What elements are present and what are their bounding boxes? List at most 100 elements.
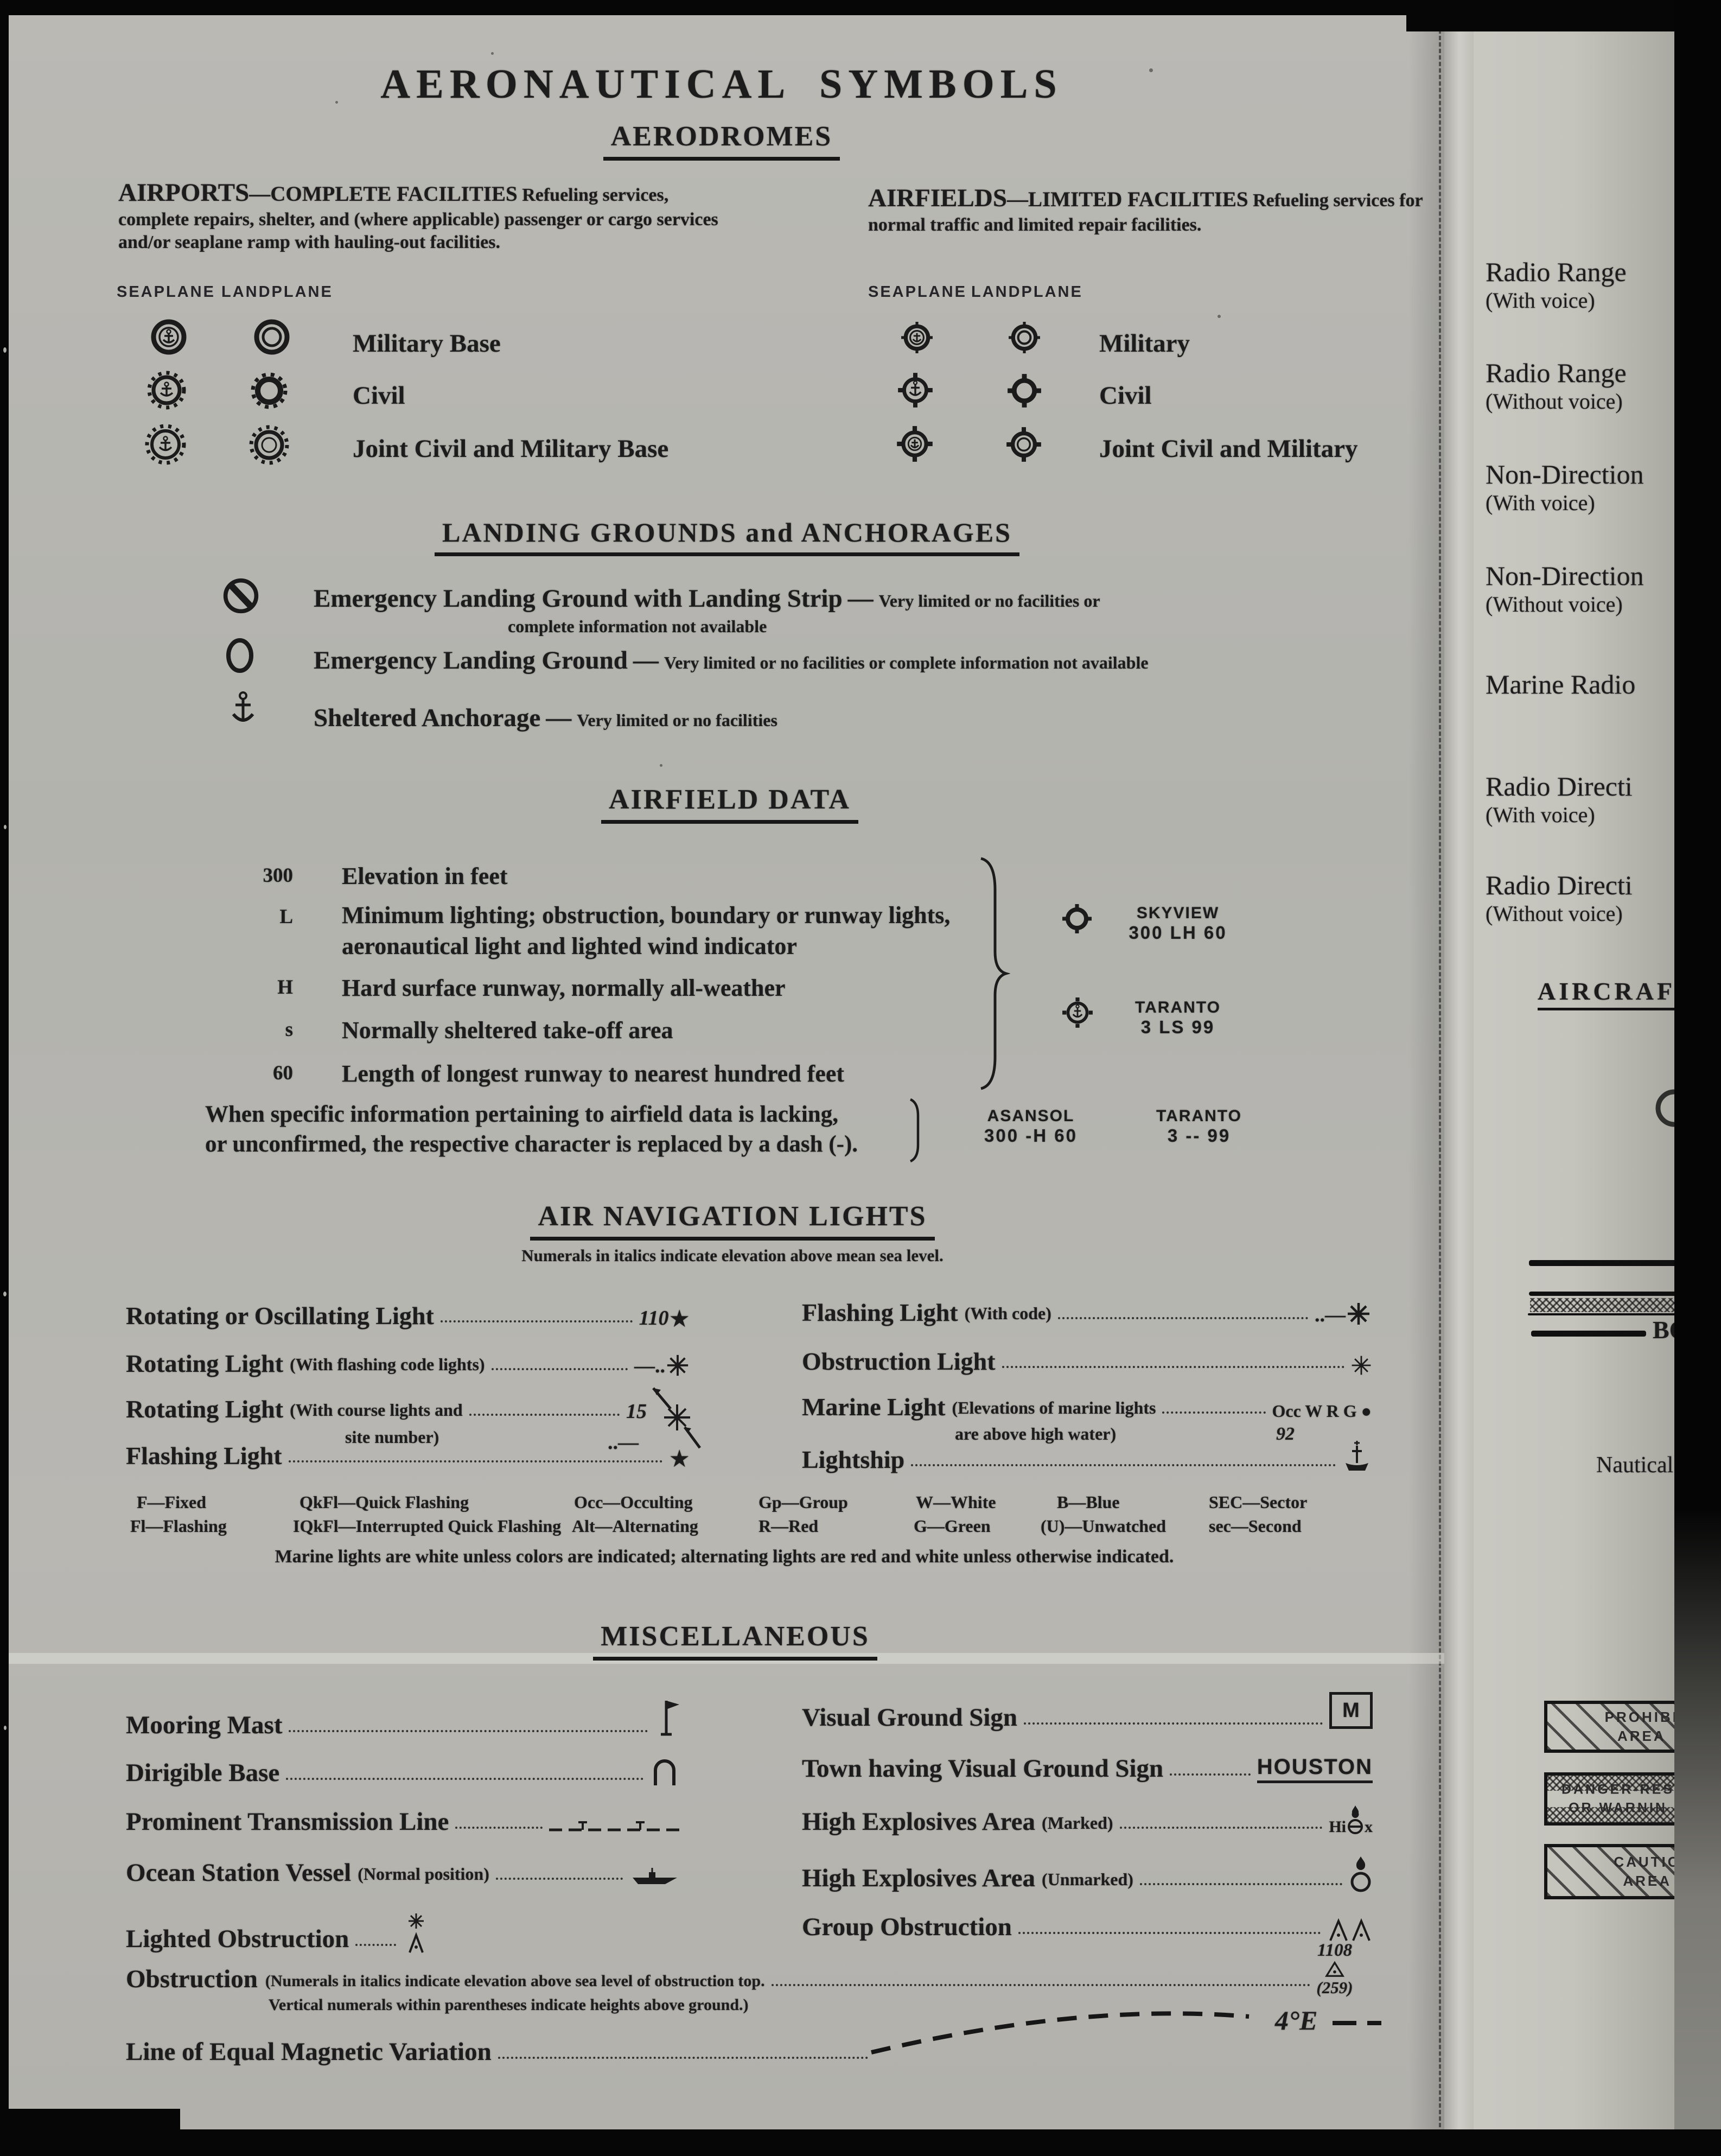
af-text: Length of longest runway to nearest hund… xyxy=(342,1060,845,1087)
misc-row: Group Obstruction xyxy=(802,1912,1373,1942)
nav-row: Rotating or Oscillating Light 110 ★ xyxy=(126,1301,690,1333)
hiox-suffix: x xyxy=(1365,1818,1373,1836)
dotted-leader xyxy=(495,1878,623,1880)
margin-item: Non-Direction (Without voice) xyxy=(1486,560,1644,617)
misc-row: Lighted Obstruction xyxy=(126,1912,430,1954)
dotted-leader xyxy=(289,1730,648,1732)
margin-item: Radio Range (With voice) xyxy=(1486,256,1627,313)
mooring-mast-icon xyxy=(654,1697,679,1740)
airfields-caps: —LIMITED FACILITIES xyxy=(1006,188,1248,211)
margin-sublabel: (Without voice) xyxy=(1486,592,1623,616)
margin-sublabel: (With voice) xyxy=(1486,491,1595,515)
group-obstruction-icon xyxy=(1327,1917,1373,1942)
nav-row: Obstruction Light xyxy=(802,1347,1372,1376)
nav-row: Lightship xyxy=(802,1440,1372,1474)
hatch-band-bottom xyxy=(1547,1807,1683,1822)
skyview-example: SKYVIEW 300 LH 60 xyxy=(1110,904,1246,943)
taranto-symbol-icon xyxy=(1061,996,1094,1029)
area-label-line2: AREA xyxy=(1623,1873,1672,1889)
marine-light-code: Occ W R G ● xyxy=(1272,1401,1372,1421)
obstruction-triangle-icon xyxy=(1299,1961,1370,1978)
row-paren: (Unmarked) xyxy=(1042,1869,1133,1889)
military-base-landplane-icon xyxy=(253,318,291,356)
abbrev: B—Blue xyxy=(1057,1492,1120,1512)
magnetic-variation-curve xyxy=(868,1998,1270,2059)
abbrev: Alt—Alternating xyxy=(572,1516,698,1536)
area-label-line2: OR WARNIN xyxy=(1569,1800,1667,1815)
nav-row: Marine Light (Elevations of marine light… xyxy=(802,1392,1372,1421)
transmission-line-icon xyxy=(549,1818,679,1836)
code-dashes: ..— xyxy=(608,1431,639,1454)
row-label: Ocean Station Vessel xyxy=(126,1859,352,1887)
area-label-line2: AREA xyxy=(1617,1728,1666,1744)
boundary-line-thick xyxy=(1529,1260,1678,1266)
obstruction-light-icon xyxy=(1351,1355,1372,1376)
site-number-value: 15 xyxy=(626,1400,647,1423)
joint-airfield-seaplane-icon xyxy=(896,425,933,462)
dotted-leader xyxy=(288,1460,662,1462)
abbrev: F—Fixed xyxy=(137,1492,206,1512)
abbrev: IQkFl—Interrupted Quick Flashing xyxy=(293,1516,562,1536)
row-label: Emergency Landing Ground xyxy=(314,646,628,675)
star-icon: ★ xyxy=(668,1306,690,1333)
row-label: Rotating Light xyxy=(126,1395,284,1423)
joint-base-seaplane-icon xyxy=(143,422,188,467)
row-label: Town having Visual Ground Sign xyxy=(802,1754,1164,1783)
margin-sublabel: (With voice) xyxy=(1486,288,1595,313)
note-line-2: or unconfirmed, the respective character… xyxy=(205,1131,858,1158)
scan-border-bottom xyxy=(0,2129,1721,2156)
sheltered-anchorage-icon xyxy=(228,690,258,728)
margin-label: Radio Directi xyxy=(1486,771,1633,802)
magnetic-variation-value: 4°E xyxy=(1275,2005,1318,2036)
scan-border-top-right xyxy=(1406,0,1721,31)
row-label: Group Obstruction xyxy=(802,1913,1012,1941)
row-label: High Explosives Area xyxy=(802,1864,1036,1892)
margin-label: Non-Direction xyxy=(1486,459,1644,489)
civil-airfield-seaplane-icon xyxy=(897,372,933,408)
area-label-line1: PROHIBI xyxy=(1604,1708,1679,1725)
abbrev: Occ—Occulting xyxy=(574,1492,693,1512)
row-label: Lighted Obstruction xyxy=(126,1925,349,1953)
emergency-landing-strip-icon xyxy=(221,576,260,615)
row-desc: Very limited or no facilities or xyxy=(878,591,1100,610)
civil-base-seaplane-icon xyxy=(145,369,188,411)
abbrev: W—White xyxy=(916,1492,996,1512)
row-label: Visual Ground Sign xyxy=(802,1703,1018,1732)
light-burst-icon xyxy=(1346,1301,1372,1327)
boundary-line-medium xyxy=(1529,1292,1681,1296)
dotted-leader xyxy=(491,1368,628,1370)
row-label: Dirigible Base xyxy=(126,1759,280,1787)
row-desc: Very limited or no facilities xyxy=(577,710,777,730)
row-label: Rotating or Oscillating Light xyxy=(126,1302,434,1330)
nav-row: Flashing Light (With code) ..— xyxy=(802,1298,1372,1327)
abbrev: SEC—Sector xyxy=(1209,1492,1308,1512)
airfields-paragraph: AIRFIELDS—LIMITED FACILITIES Refueling s… xyxy=(868,182,1449,237)
boundary-line-bottom xyxy=(1531,1331,1646,1337)
example-name: ASANSOL xyxy=(987,1107,1075,1125)
row-label: Obstruction Light xyxy=(802,1347,996,1375)
landing-row: Sheltered Anchorage — Very limited or no… xyxy=(314,703,1127,733)
joint-base-landplane-icon xyxy=(247,423,291,467)
misc-row: Prominent Transmission Line xyxy=(126,1807,679,1836)
obstruction-height: (259) xyxy=(1316,1978,1353,1997)
aerodromes-heading-wrap: AERODROMES xyxy=(450,120,993,161)
row-paren: (Marked) xyxy=(1042,1813,1113,1833)
airfield-row-label: Joint Civil and Military xyxy=(1099,435,1358,463)
margin-sublabel: (With voice) xyxy=(1486,803,1595,827)
example-name: TARANTO xyxy=(1156,1107,1242,1125)
row-paren: (Normal position) xyxy=(358,1864,489,1884)
airfield-row-label: Civil xyxy=(1099,381,1152,410)
dotted-leader xyxy=(1119,1827,1323,1829)
dotted-leader xyxy=(498,2057,868,2059)
airport-row-label: Civil xyxy=(353,381,405,410)
code-dashes: —.. xyxy=(634,1354,665,1377)
misc-heading-wrap: MISCELLANEOUS xyxy=(464,1620,1006,1661)
aircraft-heading: AIRCRAFT xyxy=(1538,977,1695,1010)
row-label: Flashing Light xyxy=(126,1442,282,1470)
row-paren: (With course lights and xyxy=(290,1400,463,1420)
margin-item: Marine Radio xyxy=(1486,669,1635,700)
misc-row: Mooring Mast xyxy=(126,1697,679,1740)
skyview-symbol-icon xyxy=(1061,903,1093,934)
abbrev: Fl—Flashing xyxy=(130,1516,227,1536)
row-label: High Explosives Area xyxy=(802,1808,1036,1836)
